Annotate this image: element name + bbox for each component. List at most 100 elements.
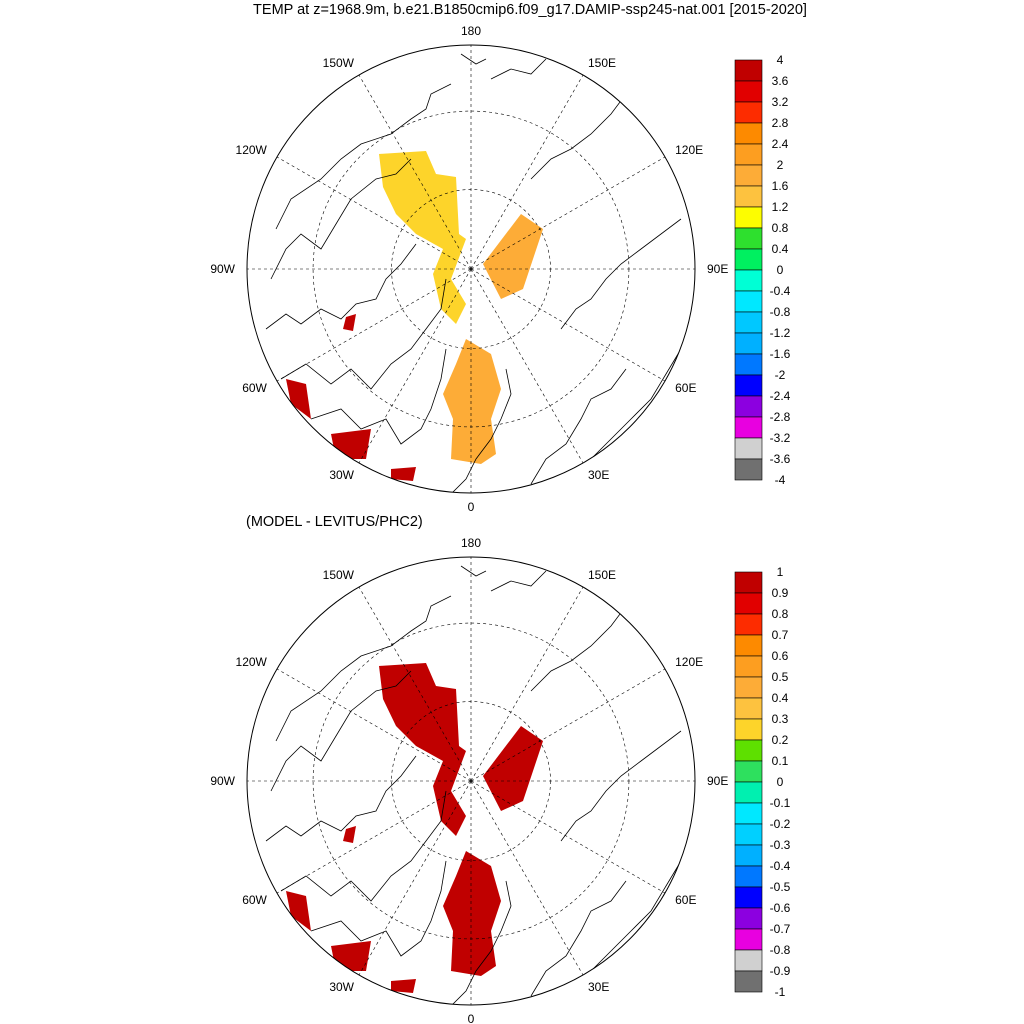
- coastline: [530, 93, 627, 180]
- colorbar-swatch: [734, 718, 763, 741]
- colorbar-swatch: [734, 101, 763, 124]
- field-region-labrador: [286, 379, 311, 419]
- shaded-field: [286, 151, 543, 481]
- colorbar-label: 3.6: [772, 74, 789, 88]
- colorbar-swatch: [734, 353, 763, 376]
- colorbar-swatch: [734, 739, 763, 762]
- coastline: [450, 368, 512, 493]
- coastlines: [265, 565, 682, 1005]
- colorbar-swatch: [734, 613, 763, 636]
- colorbar-swatch: [734, 592, 763, 615]
- colorbar-swatch: [734, 634, 763, 657]
- coastline: [265, 755, 417, 842]
- colorbar-label: -2.8: [770, 410, 791, 424]
- colorbar-label: 2.4: [772, 137, 789, 151]
- coastline: [275, 83, 452, 230]
- longitude-label: 90W: [210, 774, 235, 788]
- field-region-canada-basin: [379, 151, 466, 324]
- colorbar-label: -3.2: [770, 431, 791, 445]
- colorbar-label: -0.2: [770, 817, 791, 831]
- meridian-line: [470, 156, 666, 270]
- colorbar-swatch: [734, 928, 763, 951]
- meridian-line: [358, 268, 472, 464]
- colorbar-label: 3.2: [772, 95, 789, 109]
- field-region-baffin: [343, 826, 356, 843]
- longitude-label: 30W: [329, 980, 354, 994]
- coastline: [530, 368, 627, 485]
- colorbar-label: 4: [777, 53, 784, 67]
- colorbar-label: 1.6: [772, 179, 789, 193]
- colorbar-swatch: [734, 248, 763, 271]
- longitude-label: 180: [461, 536, 481, 550]
- meridian-line: [470, 268, 584, 464]
- colorbar-label: -0.4: [770, 284, 791, 298]
- coastline: [530, 605, 627, 692]
- colorbar-label: 0.3: [772, 712, 789, 726]
- colorbar-label: -2.4: [770, 389, 791, 403]
- longitude-label: 120W: [236, 143, 268, 157]
- colorbar-swatch: [734, 655, 763, 678]
- longitude-label: 30W: [329, 468, 354, 482]
- longitude-label: 150W: [323, 56, 355, 70]
- field-region-iceland: [391, 979, 416, 993]
- colorbar-label: -0.4: [770, 859, 791, 873]
- colorbar-swatch: [734, 395, 763, 418]
- colorbar-label: 0.9: [772, 586, 789, 600]
- coastline: [490, 570, 547, 592]
- field-region-eurasian-basin: [483, 214, 543, 299]
- longitude-label: 0: [468, 500, 475, 514]
- colorbar-swatch: [734, 970, 763, 993]
- longitude-label: 150W: [323, 568, 355, 582]
- longitude-label: 120E: [675, 143, 703, 157]
- plot-title: TEMP at z=1968.9m, b.e21.B1850cmip6.f09_…: [253, 2, 807, 18]
- colorbar-swatch: [734, 143, 763, 166]
- colorbar-label: 0.2: [772, 733, 789, 747]
- field-region-irminger: [331, 941, 371, 971]
- meridian-line: [470, 74, 584, 270]
- colorbar-swatch: [734, 697, 763, 720]
- colorbar-label: -0.8: [770, 305, 791, 319]
- graticule: [247, 45, 695, 493]
- coastline: [270, 670, 412, 792]
- colorbar-label: 0.1: [772, 754, 789, 768]
- colorbar-swatch: [734, 760, 763, 783]
- meridian-line: [470, 780, 666, 894]
- longitude-label: 120W: [236, 655, 268, 669]
- colorbar-label: 2: [777, 158, 784, 172]
- colorbar-swatch: [734, 122, 763, 145]
- colorbar-label: 0.8: [772, 607, 789, 621]
- colorbar-label: -1: [775, 985, 786, 999]
- meridian-line: [358, 586, 472, 782]
- meridian-line: [470, 780, 584, 976]
- colorbar-swatch: [734, 886, 763, 909]
- colorbar-swatch: [734, 823, 763, 846]
- colorbar-swatch: [734, 374, 763, 397]
- longitude-label: 90W: [210, 262, 235, 276]
- colorbar-label: 0.6: [772, 649, 789, 663]
- field-region-irminger: [331, 429, 371, 459]
- colorbar-swatch: [734, 571, 763, 594]
- coastline: [275, 595, 452, 742]
- colorbar-label: -0.6: [770, 901, 791, 915]
- meridian-line: [470, 586, 584, 782]
- colorbar-label: -1.6: [770, 347, 791, 361]
- colorbar-swatch: [734, 269, 763, 292]
- colorbar-swatch: [734, 59, 763, 82]
- longitude-label: 90E: [707, 262, 728, 276]
- map-panel-difference: 180 150E 120E 90E 60E 30E 0 30W 60W 90W 120W 150W 1 0…: [210, 536, 790, 1024]
- coastline: [590, 860, 682, 972]
- longitude-label: 30E: [588, 468, 609, 482]
- coastline: [280, 278, 447, 390]
- longitude-label: 180: [461, 24, 481, 38]
- colorbar-label: 0.5: [772, 670, 789, 684]
- colorbar-label: 0.7: [772, 628, 789, 642]
- longitude-label: 0: [468, 1012, 475, 1024]
- colorbar-swatch: [734, 458, 763, 481]
- meridian-line: [358, 780, 472, 976]
- colorbar-label: -0.5: [770, 880, 791, 894]
- meridian-line: [276, 268, 472, 382]
- colorbar-label: -0.9: [770, 964, 791, 978]
- longitude-label: 60E: [675, 381, 696, 395]
- colorbar-label: -0.8: [770, 943, 791, 957]
